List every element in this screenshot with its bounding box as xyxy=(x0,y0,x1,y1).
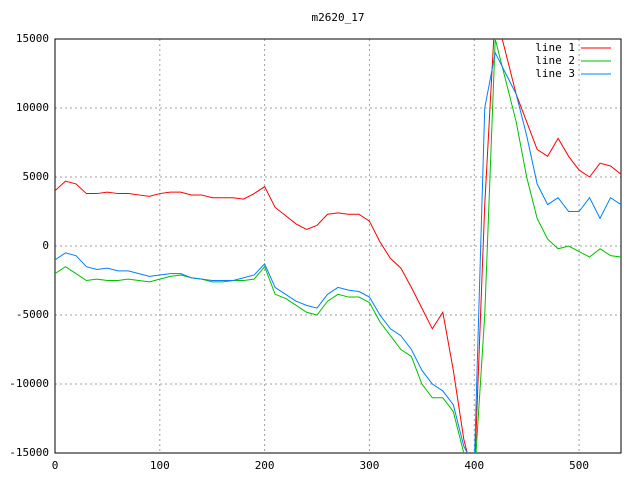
y-tick-label: 0 xyxy=(42,239,49,252)
y-tick-label: -5000 xyxy=(16,308,49,321)
y-tick-label: 10000 xyxy=(16,101,49,114)
data-line xyxy=(55,51,621,453)
y-tick-label: -10000 xyxy=(9,377,49,390)
x-tick-label: 200 xyxy=(255,459,275,472)
legend-label: line 3 xyxy=(535,67,575,80)
x-tick-label: 100 xyxy=(150,459,170,472)
legend-label: line 2 xyxy=(535,54,575,67)
y-tick-label: 15000 xyxy=(16,32,49,45)
chart-title: m2620_17 xyxy=(312,11,365,24)
y-tick-label: -15000 xyxy=(9,446,49,459)
data-line xyxy=(55,39,621,453)
legend-label: line 1 xyxy=(535,41,575,54)
x-tick-label: 500 xyxy=(569,459,589,472)
plot-area xyxy=(55,39,621,453)
x-tick-label: 300 xyxy=(360,459,380,472)
y-tick-label: 5000 xyxy=(23,170,50,183)
x-tick-label: 0 xyxy=(52,459,59,472)
plot-border xyxy=(54,38,622,454)
data-line xyxy=(55,39,621,453)
x-tick-label: 400 xyxy=(464,459,484,472)
